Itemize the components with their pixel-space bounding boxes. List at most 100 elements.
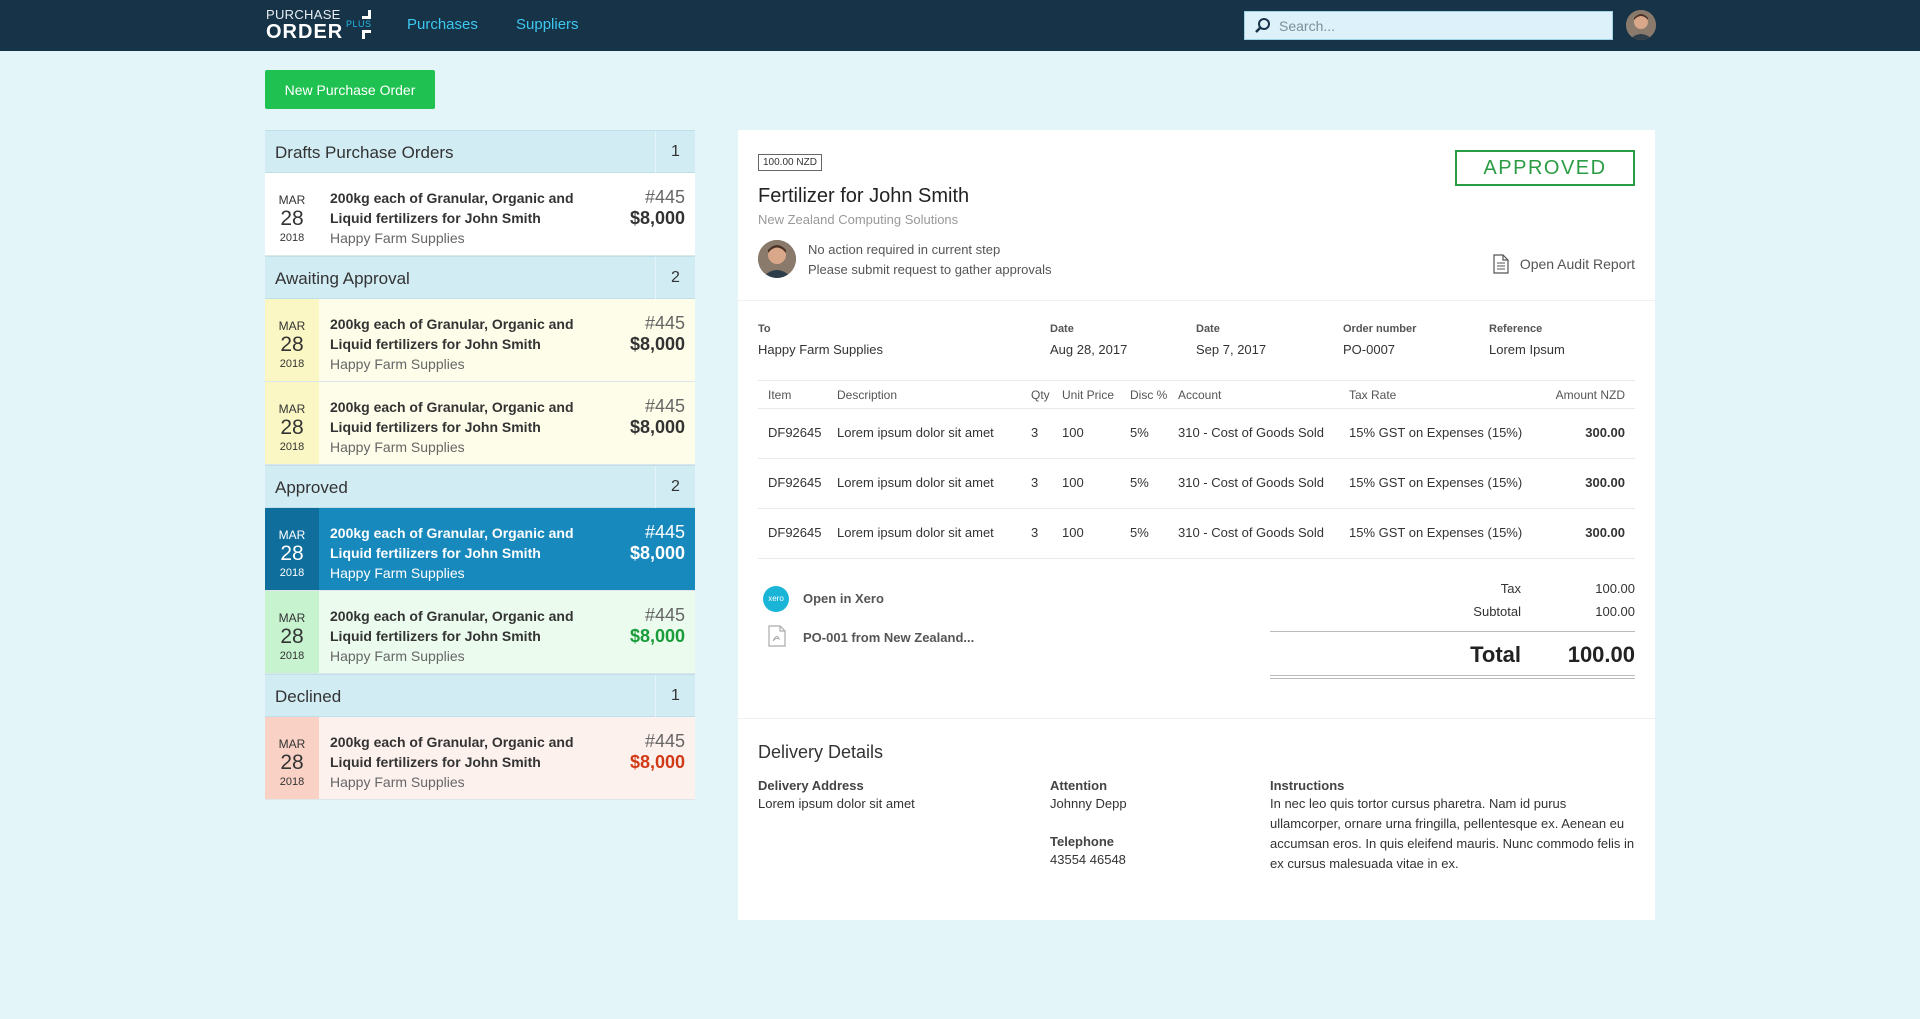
po-amount: $8,000 [629, 626, 685, 646]
po-supplier: Happy Farm Supplies [330, 774, 465, 790]
line-tax-rate: 15% GST on Expenses (15%) [1349, 475, 1523, 490]
logo-line1: PURCHASE [266, 7, 341, 22]
nav-purchases[interactable]: Purchases [407, 16, 478, 33]
group-header-approved[interactable]: Approved 2 [265, 465, 695, 508]
date-year: 2018 [279, 567, 305, 579]
app-logo[interactable]: PURCHASE ORDER PLUS [266, 8, 376, 44]
line-account: 310 - Cost of Goods Sold [1178, 425, 1324, 440]
meta-reference-value: Lorem Ipsum [1489, 342, 1565, 357]
group-header-awaiting-approval[interactable]: Awaiting Approval 2 [265, 256, 695, 299]
new-purchase-order-button[interactable]: New Purchase Order [265, 70, 435, 109]
line-disc: 5% [1130, 525, 1149, 540]
po-list-item[interactable]: MAR 28 2018 200kg each of Granular, Orga… [265, 591, 695, 674]
po-list-item[interactable]: MAR 28 2018 200kg each of Granular, Orga… [265, 299, 695, 382]
date-month: MAR [278, 737, 306, 751]
po-number: #445 [644, 731, 685, 751]
po-description: 200kg each of Granular, Organic and Liqu… [330, 316, 574, 352]
telephone-value: 43554 46548 [1050, 852, 1126, 867]
po-list-item-selected[interactable]: MAR 28 2018 200kg each of Granular, Orga… [265, 508, 695, 591]
group-count: 2 [655, 466, 695, 508]
purchase-order-list: Drafts Purchase Orders 1 MAR 28 2018 200… [265, 130, 695, 800]
avatar-image [758, 240, 796, 278]
divider [738, 300, 1655, 301]
search-icon [1255, 18, 1270, 33]
open-in-xero-link[interactable]: Open in Xero [803, 591, 884, 606]
meta-due-date-value: Sep 7, 2017 [1196, 342, 1267, 357]
logo-line2: ORDER [266, 21, 344, 43]
pdf-attachment-link[interactable]: PO-001 from New Zealand... [803, 630, 975, 645]
meta-to-label: To [758, 323, 771, 335]
date-month: MAR [278, 402, 306, 416]
group-header-declined[interactable]: Declined 1 [265, 674, 695, 717]
col-amount: Amount NZD [1555, 388, 1625, 402]
group-count: 1 [655, 675, 695, 717]
user-avatar[interactable] [1626, 10, 1656, 40]
line-qty: 3 [1031, 525, 1039, 540]
search-input[interactable] [1279, 12, 1609, 39]
po-description: 200kg each of Granular, Organic and Liqu… [330, 608, 574, 644]
po-organization: New Zealand Computing Solutions [758, 212, 959, 227]
po-list-item[interactable]: MAR 28 2018 200kg each of Granular, Orga… [265, 173, 695, 256]
line-description: Lorem ipsum dolor sit amet [837, 425, 994, 440]
meta-date-value: Aug 28, 2017 [1050, 342, 1128, 357]
po-description: 200kg each of Granular, Organic and Liqu… [330, 734, 574, 770]
line-tax-rate: 15% GST on Expenses (15%) [1349, 425, 1523, 440]
line-amount: 300.00 [1585, 525, 1625, 540]
po-supplier: Happy Farm Supplies [330, 356, 465, 372]
line-disc: 5% [1130, 425, 1149, 440]
line-description: Lorem ipsum dolor sit amet [837, 475, 994, 490]
po-number: #445 [644, 313, 685, 333]
po-supplier: Happy Farm Supplies [330, 439, 465, 455]
date-year: 2018 [279, 441, 305, 453]
date-year: 2018 [279, 358, 305, 370]
meta-order-number-label: Order number [1343, 323, 1417, 335]
date-month: MAR [278, 193, 306, 207]
col-qty: Qty [1031, 388, 1050, 402]
group-header-drafts[interactable]: Drafts Purchase Orders 1 [265, 130, 695, 173]
po-number: #445 [644, 187, 685, 207]
delivery-address-label: Delivery Address [758, 778, 864, 793]
po-list-item[interactable]: MAR 28 2018 200kg each of Granular, Orga… [265, 717, 695, 800]
po-number: #445 [644, 605, 685, 625]
step-status-line1: No action required in current step [808, 242, 1001, 257]
date-year: 2018 [279, 232, 305, 244]
po-description: 200kg each of Granular, Organic and Liqu… [330, 399, 574, 435]
col-tax-rate: Tax Rate [1349, 388, 1397, 402]
po-number: #445 [644, 396, 685, 416]
po-description: 200kg each of Granular, Organic and Liqu… [330, 190, 574, 226]
open-audit-report-link[interactable]: Open Audit Report [1519, 256, 1635, 272]
purchase-order-detail: 100.00 NZD APPROVED Fertilizer for John … [738, 130, 1655, 920]
tax-label: Tax [1500, 581, 1521, 596]
group-count: 1 [655, 131, 695, 173]
logo-corner-mark [362, 30, 371, 39]
col-account: Account [1178, 388, 1222, 402]
line-tax-rate: 15% GST on Expenses (15%) [1349, 525, 1523, 540]
line-account: 310 - Cost of Goods Sold [1178, 475, 1324, 490]
po-description: 200kg each of Granular, Organic and Liqu… [330, 525, 574, 561]
date-column: MAR 28 2018 [265, 382, 319, 464]
divider [1270, 675, 1635, 679]
line-unit-price: 100 [1062, 525, 1084, 540]
line-item: DF92645 [768, 425, 822, 440]
group-title: Drafts Purchase Orders [275, 143, 454, 162]
search-box[interactable] [1244, 11, 1613, 40]
attention-value: Johnny Depp [1050, 796, 1127, 811]
po-list-item[interactable]: MAR 28 2018 200kg each of Granular, Orga… [265, 382, 695, 465]
po-supplier: Happy Farm Supplies [330, 648, 465, 664]
line-amount: 300.00 [1585, 475, 1625, 490]
group-title: Approved [275, 478, 348, 497]
document-icon [1493, 254, 1509, 274]
po-amount: $8,000 [629, 543, 685, 563]
currency-badge: 100.00 NZD [758, 154, 822, 171]
po-supplier: Happy Farm Supplies [330, 230, 465, 246]
date-month: MAR [278, 319, 306, 333]
date-day: 28 [280, 207, 304, 230]
telephone-label: Telephone [1050, 834, 1115, 849]
delivery-details-title: Delivery Details [758, 742, 884, 762]
logo-corner-mark [362, 10, 371, 19]
date-year: 2018 [279, 776, 305, 788]
po-supplier: Happy Farm Supplies [330, 565, 465, 581]
nav-suppliers[interactable]: Suppliers [516, 16, 579, 33]
group-title: Declined [275, 687, 342, 706]
col-item: Item [768, 388, 792, 402]
